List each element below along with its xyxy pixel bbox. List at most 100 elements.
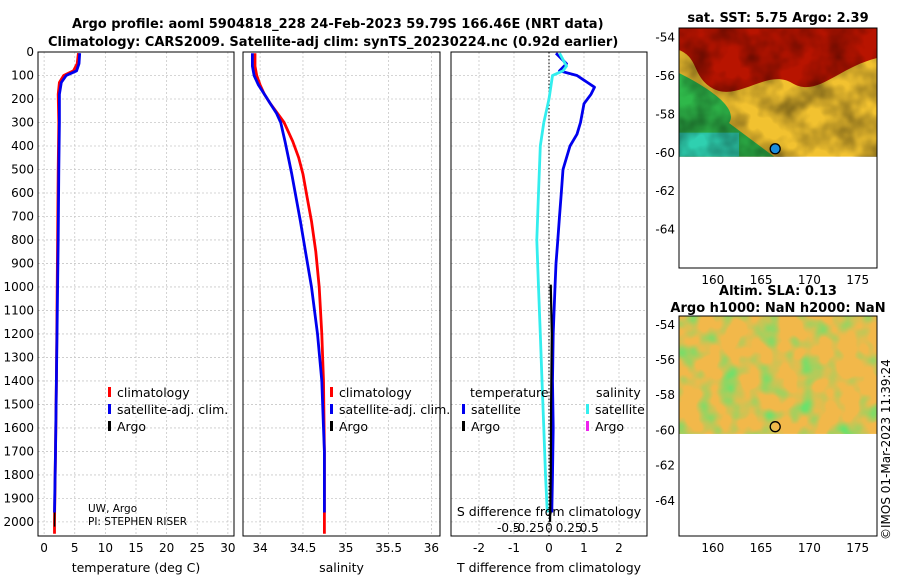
depth-tick-label: 1000 [3, 280, 34, 294]
map-frame [678, 27, 878, 269]
depth-tick-label: 0 [26, 45, 34, 59]
depth-tick-label: 700 [11, 209, 34, 223]
sst-map-panel: sat. SST: 5.75 Argo: 2.39 160 165 170 175 -54… [655, 11, 878, 287]
watermark: ©IMOS 01-Mar-2023 11:39:24 [879, 359, 893, 540]
depth-tick-label: 500 [11, 162, 34, 176]
credit-line-1: UW, Argo [88, 503, 137, 515]
series-line-climatology [253, 53, 326, 534]
lat-tick-label: -54 [655, 31, 675, 45]
x-tick-label: 30 [220, 541, 235, 555]
sla-map-panel: Altim. SLA: 0.13 Argo h1000: NaN h2000: N… [655, 284, 885, 555]
difference-panel: -2 -1 0 1 2 T difference from climatology temp… [450, 51, 648, 575]
depth-tick-label: 400 [11, 139, 34, 153]
depth-tick-label: 1900 [3, 491, 34, 505]
s-tick-label: 0 [545, 521, 553, 535]
legend-diff-s-argo-label: Argo [595, 419, 624, 434]
series-line-argo-diff [548, 284, 553, 522]
lat-tick-label: -64 [655, 494, 675, 508]
lon-tick-label: 165 [750, 273, 773, 287]
depth-tick-label: 1800 [3, 468, 34, 482]
depth-tick-label: 1200 [3, 327, 34, 341]
s-tick-label: 0.5 [580, 521, 599, 535]
legend-diff-s-argo-swatch [586, 421, 589, 431]
s-tick-label: -0.5 [497, 521, 520, 535]
lat-tick-label: -62 [655, 459, 675, 473]
x-tick-label: -2 [473, 541, 485, 555]
legend-sal-0-label: climatology [339, 385, 412, 400]
x-axis-label: T difference from climatology [456, 560, 642, 575]
legend-diff-t-argo-label: Argo [471, 419, 500, 434]
s-tick-label: -0.25 [513, 521, 544, 535]
legend-temp-1-label: satellite-adj. clim. [117, 402, 228, 417]
legend-right-title: salinity [596, 385, 641, 400]
credit-line-2: PI: STEPHEN RISER [88, 516, 187, 528]
lat-tick-label: -58 [655, 388, 675, 402]
sst-texture [679, 28, 877, 157]
legend-diff-t-argo-swatch [462, 421, 465, 431]
title-line-2: Climatology: CARS2009. Satellite-adj cli… [48, 35, 618, 50]
legend-sal-1-label: satellite-adj. clim. [339, 402, 450, 417]
s-tick-label: 0.25 [556, 521, 583, 535]
depth-tick-label: 100 [11, 68, 34, 82]
plot-area [243, 52, 440, 536]
x-tick-label: 35.5 [375, 541, 402, 555]
legend-temp-0-swatch [108, 387, 111, 397]
x-tick-label: 25 [190, 541, 205, 555]
map-frame [678, 315, 878, 537]
x-axis-label-top: S difference from climatology [457, 504, 642, 519]
x-tick-label: -1 [508, 541, 520, 555]
depth-tick-label: 1500 [3, 397, 34, 411]
x-tick-label: 10 [98, 541, 113, 555]
depth-tick-label: 1100 [3, 303, 34, 317]
argo-position-marker [769, 143, 781, 155]
legend-temp-1-swatch [108, 404, 111, 414]
legend-diff-t-sat-swatch [462, 404, 465, 414]
lat-tick-label: -64 [655, 223, 675, 237]
lat-tick-label: -58 [655, 107, 675, 121]
x-tick-label: 0 [545, 541, 553, 555]
x-tick-label: 0 [40, 541, 48, 555]
series-line-satellite-adj-clim- [251, 53, 326, 513]
series-line-s-satellite [535, 52, 568, 513]
lon-tick-label: 170 [798, 541, 821, 555]
depth-tick-label: 2000 [3, 515, 34, 529]
depth-tick-label: 1600 [3, 421, 34, 435]
argo-position-marker [769, 421, 781, 433]
depth-tick-label: 1400 [3, 374, 34, 388]
x-axis-label: temperature (deg C) [72, 560, 201, 575]
lat-tick-label: -56 [655, 353, 675, 367]
lon-tick-label: 170 [798, 273, 821, 287]
x-tick-label: 34 [252, 541, 267, 555]
axes-frame [37, 51, 235, 537]
lon-tick-label: 175 [846, 541, 869, 555]
x-tick-label: 1 [580, 541, 588, 555]
temperature-panel: 0100200300400500600700800900100011001200… [3, 45, 235, 575]
x-tick-label: 35 [338, 541, 353, 555]
depth-tick-label: 1300 [3, 350, 34, 364]
lon-tick-label: 160 [701, 273, 724, 287]
legend-temp-0-label: climatology [117, 385, 190, 400]
legend-left-title: temperature [470, 385, 549, 400]
axes-frame [242, 51, 441, 537]
lat-tick-label: -62 [655, 184, 675, 198]
depth-tick-label: 800 [11, 233, 34, 247]
x-tick-label: 20 [159, 541, 174, 555]
legend-sal-2-swatch [330, 421, 333, 431]
x-tick-label: 34.5 [290, 541, 317, 555]
legend-diff-s-sat-label: satellite [595, 402, 645, 417]
sst-map-title: sat. SST: 5.75 Argo: 2.39 [687, 11, 868, 26]
legend-sal-0-swatch [330, 387, 333, 397]
depth-tick-label: 900 [11, 256, 34, 270]
sla-map-title: Altim. SLA: 0.13 [719, 284, 837, 299]
legend-sal-2-label: Argo [339, 419, 368, 434]
x-tick-label: 5 [71, 541, 79, 555]
lat-tick-label: -60 [655, 423, 675, 437]
x-axis-label: salinity [319, 560, 364, 575]
axes-frame [450, 51, 648, 537]
legend-diff-t-sat-label: satellite [471, 402, 521, 417]
legend-temp-2-swatch [108, 421, 111, 431]
legend-sal-1-swatch [330, 404, 333, 414]
x-tick-label: 36 [424, 541, 439, 555]
sla-texture [679, 316, 877, 434]
